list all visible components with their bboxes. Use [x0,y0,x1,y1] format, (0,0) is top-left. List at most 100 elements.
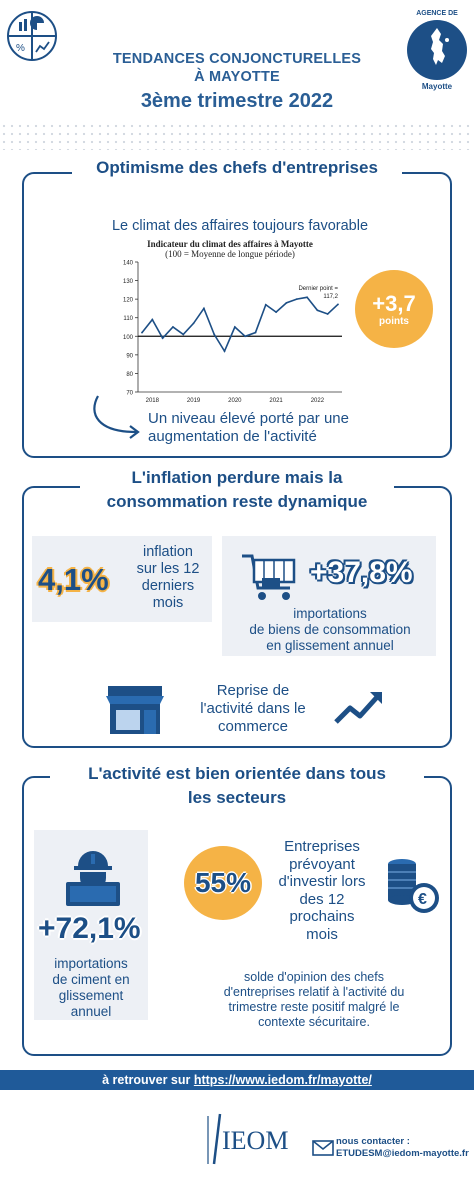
section1-caption-line2: augmentation de l'activité [148,428,317,445]
data-point [172,326,174,328]
chart-title-block: Indicateur du climat des affaires à Mayo… [120,239,340,259]
investment-badge: 55% [184,846,262,920]
opinion-text: solde d'opinion des chefs d'entreprises … [186,970,442,1030]
imports-text-1: importations [293,606,367,621]
header-line-2: À MAYOTTE [194,69,280,85]
inflation-text-2: sur les 12 [136,561,200,577]
data-point [244,335,247,338]
envelope-icon [312,1140,334,1156]
worker-laptop-icon [66,851,120,906]
investment-text-1: Entreprises [284,838,360,855]
data-point [141,331,143,334]
data-point [337,303,339,306]
y-tick-label: 140 [123,261,134,267]
y-tick-label: 110 [123,316,133,322]
y-tick-label: 80 [126,372,133,378]
curved-arrow-icon [93,395,140,439]
contact-block: nous contacter : ETUDESM@iedom-mayotte.f… [336,1136,470,1160]
commerce-text-1: Reprise de [216,682,290,699]
section1-subtitle: Le climat des affaires toujours favorabl… [111,218,369,234]
inflation-card [32,536,212,622]
coins-euro-icon: € [388,859,439,913]
series-line [141,296,339,353]
section-activity-title: L'activité est bien orientée dans tous l… [50,762,424,810]
investment-text-4: des 12 [299,890,345,908]
cement-value: +72,1% [38,912,141,945]
x-tick-label: 2022 [311,398,325,404]
investment-text-2: prévoyant [289,855,355,873]
shopping-cart-icon [242,554,296,600]
contact-label: nous contacter : [336,1136,410,1147]
data-point [264,303,267,306]
data-point [182,333,185,336]
chart-annotation-line1: Dernier point = [298,286,338,292]
chart-subtitle: (100 = Moyenne de longue période) [165,249,295,259]
trend-up-icon [334,692,382,724]
ieom-logo: IEOM [196,1108,292,1168]
data-point [161,337,164,340]
data-point [295,298,298,301]
section1-caption-line1: Un niveau élevé porté par une [148,410,349,427]
chart-annotation-line2: 117,2 [323,294,338,300]
ieom-logo-text: IEOM [222,1126,289,1155]
mayotte-map-icon [407,20,467,80]
commerce-text-2: l'activité dans le [200,700,306,717]
commerce-text: Reprise de l'activité dans le commerce [186,682,320,736]
ieom-logo-mark [207,1113,222,1165]
storefront-icon [106,686,164,734]
inflation-text: inflation sur les 12 derniers mois [128,544,208,612]
data-point [213,333,216,336]
climate-change-value: +3,7 [372,290,416,316]
chart-title: Indicateur du climat des affaires à Mayo… [147,239,313,249]
cement-text-3: glissement [58,988,124,1003]
imports-value: +37,8% [310,556,413,589]
inflation-text-3: derniers [141,578,195,594]
climate-change-unit: points [379,315,409,327]
svg-text:%: % [16,43,25,54]
data-point [202,307,205,310]
section-activity-title-line1: L'activité est bien orientée dans tous [88,764,386,783]
statistics-icon: % [7,11,57,61]
opinion-text-2: d'entreprises relatif à l'activité du [223,985,405,999]
x-tick-label: 2021 [269,398,283,404]
x-tick-label: 2019 [187,398,201,404]
data-point [254,331,257,334]
website-link[interactable]: https://www.iedom.fr/mayotte/ [193,1073,372,1087]
y-tick-label: 90 [126,353,133,359]
cement-text-2: de ciment en [52,972,130,987]
section-activity-title-line2: les secteurs [187,788,287,807]
opinion-text-1: solde d'opinion des chefs [244,970,384,984]
opinion-text-3: trimestre reste positif malgré le [228,1000,400,1014]
header-title: TENDANCES CONJONCTURELLES À MAYOTTE 3ème… [80,50,394,114]
data-point [275,311,278,314]
section-inflation-title-line1: L'inflation perdure mais la [131,468,343,487]
inflation-value: 4,1% [38,562,109,597]
imports-card [222,536,436,656]
y-tick-label: 70 [126,391,133,397]
header-line-1: TENDANCES CONJONCTURELLES [112,51,362,67]
statistics-logo: % [6,10,58,62]
investment-text: Entreprises prévoyant d'investir lors de… [262,838,382,943]
cement-text-1: importations [54,956,128,971]
header-divider [0,122,474,150]
data-point [233,326,236,328]
data-point [192,322,195,325]
section-inflation-title-line2: consommation reste dynamique [106,492,368,511]
inflation-text-4: mois [152,595,184,611]
data-point [151,318,154,321]
y-tick-label: 120 [123,298,134,304]
data-point [306,296,308,299]
business-climate-chart: 70 80 90 100 110 120 130 140 2018 2019 2020 2021 202… [123,261,342,404]
y-tick-label: 130 [123,279,134,285]
investment-value: 55% [194,867,252,898]
imports-text-3: en glissement annuel [266,638,394,653]
contact-email[interactable]: ETUDESM@iedom-mayotte.fr [336,1148,469,1159]
x-tick-label: 2018 [146,398,160,404]
section-optimism-title: Optimisme des chefs d'entreprises [72,156,402,180]
investment-text-3: d'investir lors [278,873,366,890]
investment-text-6: mois [306,925,338,943]
investment-text-5: prochains [289,908,355,925]
website-label: à retrouver sur [102,1073,191,1087]
badge-bottom-label: Mayotte [421,82,453,91]
cement-text: importations de ciment en glissement ann… [34,956,148,1020]
